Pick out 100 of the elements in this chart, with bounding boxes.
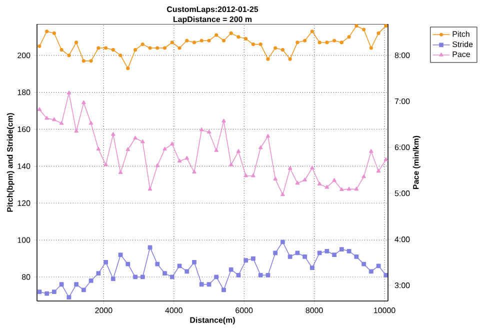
point bbox=[126, 147, 130, 152]
point bbox=[118, 252, 123, 258]
point bbox=[229, 31, 233, 36]
point bbox=[178, 46, 182, 50]
point bbox=[251, 173, 256, 178]
point bbox=[45, 30, 49, 34]
point bbox=[288, 166, 292, 170]
point bbox=[44, 291, 50, 296]
point bbox=[118, 54, 122, 58]
point bbox=[251, 256, 256, 261]
point bbox=[200, 38, 204, 42]
point bbox=[74, 282, 79, 287]
point bbox=[111, 48, 115, 52]
point bbox=[228, 162, 234, 166]
point bbox=[60, 48, 64, 52]
point bbox=[325, 40, 329, 44]
point bbox=[266, 272, 270, 278]
point bbox=[59, 282, 64, 287]
point bbox=[376, 264, 381, 268]
point bbox=[177, 264, 182, 268]
point bbox=[162, 146, 167, 151]
point bbox=[133, 48, 138, 52]
point bbox=[170, 274, 174, 280]
point bbox=[52, 290, 56, 294]
point bbox=[184, 156, 190, 160]
point bbox=[310, 30, 314, 34]
point bbox=[207, 38, 211, 42]
point bbox=[199, 282, 204, 287]
point bbox=[346, 248, 352, 254]
point bbox=[318, 40, 322, 44]
point bbox=[324, 184, 330, 189]
point bbox=[332, 252, 336, 258]
point bbox=[339, 247, 344, 252]
point bbox=[104, 46, 108, 50]
point bbox=[110, 276, 116, 282]
point bbox=[369, 149, 374, 153]
point bbox=[317, 182, 322, 186]
point bbox=[244, 258, 248, 263]
point bbox=[155, 262, 160, 266]
point bbox=[274, 46, 278, 50]
point bbox=[148, 46, 152, 50]
point bbox=[81, 288, 86, 292]
point bbox=[206, 282, 212, 287]
point bbox=[273, 250, 278, 256]
point bbox=[340, 40, 344, 44]
point bbox=[362, 262, 366, 266]
point bbox=[156, 46, 160, 50]
point bbox=[324, 248, 330, 254]
point bbox=[354, 24, 358, 28]
point bbox=[362, 174, 366, 178]
point bbox=[354, 254, 359, 259]
point bbox=[244, 173, 248, 178]
point bbox=[214, 274, 219, 280]
point bbox=[310, 166, 314, 170]
point bbox=[310, 266, 314, 270]
point bbox=[280, 240, 285, 244]
point bbox=[346, 186, 352, 191]
point bbox=[82, 100, 86, 104]
point bbox=[88, 120, 94, 125]
point bbox=[37, 107, 42, 111]
point bbox=[332, 38, 336, 42]
point bbox=[244, 36, 248, 41]
point bbox=[214, 148, 218, 152]
point bbox=[236, 149, 241, 153]
point bbox=[384, 157, 388, 162]
point bbox=[368, 269, 374, 274]
point bbox=[104, 260, 108, 264]
point bbox=[140, 274, 145, 280]
point bbox=[200, 127, 204, 132]
point bbox=[133, 274, 138, 280]
point bbox=[317, 250, 322, 256]
point bbox=[273, 176, 278, 180]
point bbox=[251, 42, 256, 46]
point bbox=[66, 295, 72, 300]
point bbox=[340, 187, 344, 192]
point bbox=[104, 162, 108, 166]
point bbox=[258, 272, 263, 278]
point bbox=[52, 117, 56, 122]
point bbox=[258, 145, 263, 150]
point bbox=[302, 254, 308, 259]
point bbox=[192, 170, 196, 174]
point bbox=[280, 48, 284, 52]
point bbox=[89, 59, 93, 63]
point bbox=[303, 38, 307, 42]
point bbox=[74, 128, 78, 133]
point bbox=[384, 272, 388, 278]
point bbox=[66, 90, 72, 94]
point bbox=[369, 46, 373, 50]
point bbox=[376, 168, 381, 173]
point bbox=[59, 120, 64, 125]
point bbox=[37, 290, 42, 294]
point bbox=[52, 31, 56, 36]
point bbox=[184, 269, 190, 274]
point bbox=[126, 66, 130, 70]
point bbox=[206, 130, 212, 134]
point bbox=[88, 278, 94, 283]
point bbox=[347, 35, 351, 39]
point bbox=[133, 136, 138, 140]
point bbox=[82, 59, 86, 63]
point bbox=[118, 170, 123, 174]
